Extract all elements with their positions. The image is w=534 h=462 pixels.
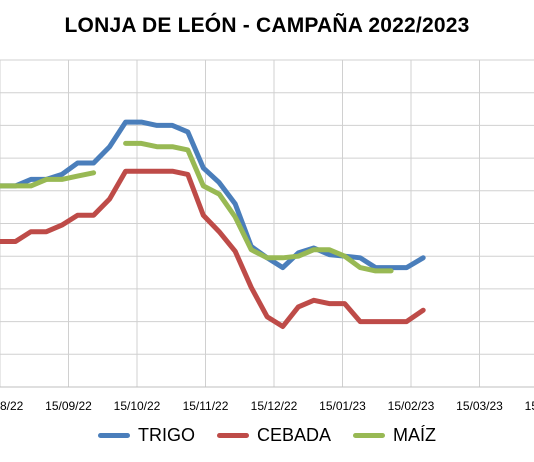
legend: TRIGO CEBADA MAÍZ bbox=[0, 425, 534, 446]
legend-swatch bbox=[97, 433, 130, 438]
legend-item: TRIGO bbox=[97, 425, 195, 446]
x-tick-label: 15/02/23 bbox=[388, 399, 435, 413]
series-line-maíz bbox=[123, 140, 394, 274]
series-line-trigo bbox=[0, 119, 426, 271]
legend-swatch bbox=[353, 433, 386, 438]
x-tick-label: 15/12/22 bbox=[251, 399, 298, 413]
x-tick-label: 15/04/23 bbox=[525, 399, 534, 413]
x-tick-label: 15/09/22 bbox=[45, 399, 92, 413]
grid bbox=[0, 59, 534, 388]
x-axis-ticks: 15/08/22 15/09/22 15/10/22 15/11/22 15/12/22… bbox=[0, 399, 534, 413]
series-line-cebada bbox=[0, 168, 426, 329]
legend-item: CEBADA bbox=[216, 425, 332, 446]
x-tick-label: 15/08/22 bbox=[0, 399, 24, 413]
x-tick-label: 15/10/22 bbox=[114, 399, 161, 413]
chart-title: LONJA DE LEÓN - CAMPAÑA 2022/2023 bbox=[64, 14, 470, 37]
x-tick-label: 15/11/22 bbox=[183, 399, 229, 413]
legend-item: MAÍZ bbox=[353, 425, 436, 446]
legend-label: CEBADA bbox=[256, 425, 332, 445]
legend-label: TRIGO bbox=[137, 425, 195, 445]
x-tick-label: 15/03/23 bbox=[456, 399, 503, 413]
series-group bbox=[0, 119, 426, 329]
legend-label: MAÍZ bbox=[393, 425, 437, 445]
x-tick-label: 15/01/23 bbox=[319, 399, 366, 413]
legend-swatch bbox=[216, 433, 249, 438]
series-line-maíz bbox=[0, 170, 97, 189]
